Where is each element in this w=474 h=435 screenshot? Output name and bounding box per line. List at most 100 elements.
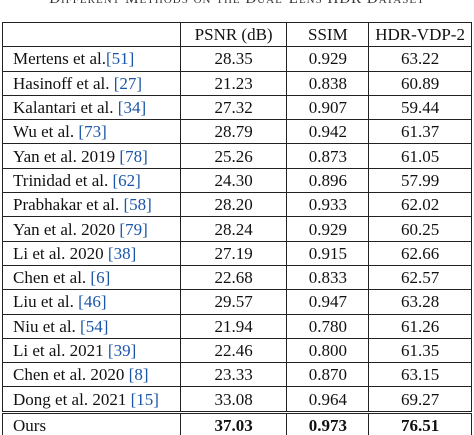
row: Chen et al. 2020 [8] 23.33 0.870 63.15 [2,362,472,388]
value-cell: 63.28 [368,289,472,315]
method-cell: Mertens et al.[51] [2,46,181,72]
method-cell: Li et al. 2020 [38] [2,240,181,266]
method-name: Hasinoff et al. [13,73,114,93]
value-cell: 22.46 [179,337,288,364]
value-cell: 28.35 [179,46,288,72]
citation: [8] [128,365,149,385]
citation: [27] [113,73,143,93]
method-cell: Yan et al. 2020 [79] [2,216,181,242]
results-table: PSNR (dB) SSIM HDR-VDP-2 Mertens et al.[51]… [2,21,472,435]
row: Chen et al. [6] 22.68 0.833 62.57 [2,264,472,291]
value-cell: 29.57 [179,289,288,315]
value-cell: 69.27 [368,386,472,413]
method-name: Kalantari et al. [13,98,118,118]
row: Hasinoff et al. [27] 21.23 0.838 60.89 [2,70,472,96]
row: Trinidad et al. [62] 24.30 0.896 57.99 [2,167,472,194]
value-cell: 61.35 [368,337,472,364]
value-cell: 27.19 [179,240,288,266]
value-cell: 21.23 [179,70,288,96]
value-cell: 0.838 [286,70,370,96]
citation: [51] [106,49,135,69]
row: Mertens et al.[51] 28.35 0.929 63.22 [2,46,472,72]
value-cell: 60.25 [368,216,472,242]
method-cell: Dong et al. 2021 [15] [2,386,181,413]
value-cell: 0.964 [286,386,370,413]
citation: [46] [78,292,107,312]
method-name: Chen et al. 2020 [13,365,129,385]
method-name: Li et al. 2020 [13,243,108,263]
table-body: PSNR (dB) SSIM HDR-VDP-2 Mertens et al.[51]… [2,21,472,435]
value-cell: 28.79 [179,119,288,145]
method-name: Chen et al. [13,268,91,288]
row: Wu et al. [73] 28.79 0.942 61.37 [2,119,472,145]
value-cell: 0.942 [286,119,370,145]
row: Li et al. 2021 [39] 22.46 0.800 61.35 [2,337,472,364]
citation: [62] [112,170,141,190]
value-cell: 62.66 [368,240,472,266]
method-cell: Wu et al. [73] [2,119,181,145]
method-name: Niu et al. [13,316,81,336]
value-cell: 28.24 [179,216,288,242]
value-cell: 63.22 [368,46,472,72]
citation: [54] [80,316,109,336]
citation: [78] [119,146,148,166]
value-cell: 25.26 [179,143,288,169]
value-cell: 59.44 [368,94,472,121]
row: Li et al. 2020 [38] 27.19 0.915 62.66 [2,240,472,266]
method-cell: Chen et al. [6] [2,264,181,291]
value-cell: 22.68 [179,264,288,291]
citation: [34] [117,98,147,118]
row: Yan et al. 2019 [78] 25.26 0.873 61.05 [2,143,472,169]
value-cell: 0.929 [286,46,370,72]
method-cell: Ours [2,410,181,435]
value-cell: 76.51 [368,410,472,435]
value-cell: 33.08 [179,386,288,413]
value-cell: 62.02 [368,192,472,218]
method-cell: Chen et al. 2020 [8] [2,362,181,388]
value-cell: 0.896 [286,167,370,194]
header-cell: SSIM [286,21,370,48]
value-cell: 61.37 [368,119,472,145]
value-cell: 57.99 [368,167,472,194]
row: Dong et al. 2021 [15] 33.08 0.964 69.27 [2,386,472,413]
value-cell: 23.33 [179,362,288,388]
value-cell: 61.05 [368,143,472,169]
citation: [73] [78,122,107,142]
method-cell: Kalantari et al. [34] [2,94,181,121]
method-name: Prabhakar et al. [13,195,124,215]
value-cell: 60.89 [368,70,472,96]
value-cell: 37.03 [179,410,288,435]
value-cell: 24.30 [179,167,288,194]
row: Yan et al. 2020 [79] 28.24 0.929 60.25 [2,216,472,242]
method-name: Dong et al. 2021 [13,389,131,409]
row: Ours 37.03 0.973 76.51 [2,410,472,435]
method-cell: Yan et al. 2019 [78] [2,143,181,169]
value-cell: 0.873 [286,143,370,169]
header-cell: PSNR (dB) [179,21,288,48]
method-name: Liu et al. [13,292,79,312]
method-cell: Li et al. 2021 [39] [2,337,181,364]
value-cell: 0.907 [286,94,370,121]
citation: [79] [119,219,148,239]
value-cell: 0.929 [286,216,370,242]
row: Prabhakar et al. [58] 28.20 0.933 62.02 [2,192,472,218]
value-cell: 0.947 [286,289,370,315]
row: Kalantari et al. [34] 27.32 0.907 59.44 [2,94,472,121]
method-cell: Trinidad et al. [62] [2,167,181,194]
value-cell: 0.833 [286,264,370,291]
method-name: Trinidad et al. [13,170,113,190]
header-row: PSNR (dB) SSIM HDR-VDP-2 [2,21,472,48]
method-name: Wu et al. [13,122,79,142]
method-cell: Prabhakar et al. [58] [2,192,181,218]
method-name: Ours [13,415,47,435]
value-cell: 61.26 [368,313,472,339]
row: Niu et al. [54] 21.94 0.780 61.26 [2,313,472,339]
citation: [39] [107,341,137,360]
citation: [58] [123,195,152,215]
citation: [38] [107,243,137,263]
method-cell: Niu et al. [54] [2,313,181,339]
value-cell: 0.800 [286,337,370,364]
value-cell: 28.20 [179,192,288,218]
citation: [15] [130,389,159,409]
